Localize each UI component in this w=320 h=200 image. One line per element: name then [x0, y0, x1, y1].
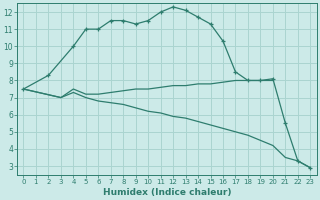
X-axis label: Humidex (Indice chaleur): Humidex (Indice chaleur)	[103, 188, 231, 197]
